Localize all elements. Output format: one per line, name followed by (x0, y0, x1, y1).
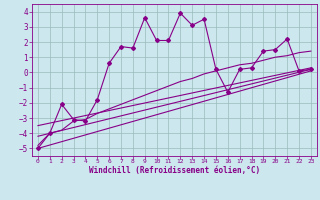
X-axis label: Windchill (Refroidissement éolien,°C): Windchill (Refroidissement éolien,°C) (89, 166, 260, 175)
